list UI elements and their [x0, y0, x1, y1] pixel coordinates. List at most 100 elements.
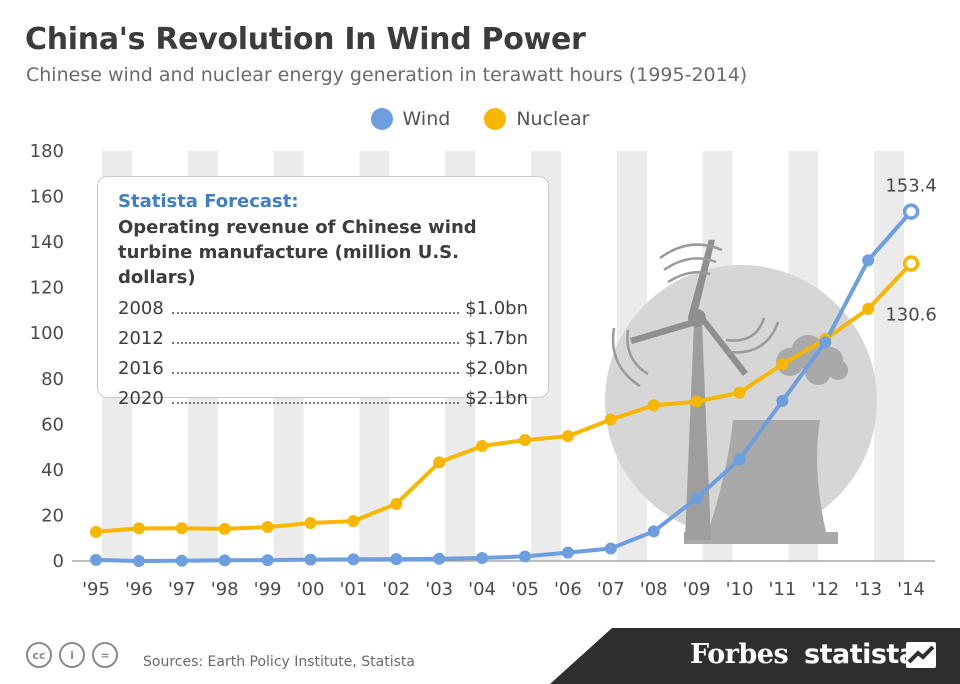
dotted-leader [171, 372, 460, 374]
wind-turbine-icon [611, 239, 780, 540]
forbes-logo[interactable]: Forbes [690, 639, 789, 670]
data-point-nuclear[interactable] [733, 386, 746, 399]
data-point-nuclear[interactable] [261, 521, 274, 534]
data-point-wind[interactable] [690, 492, 703, 505]
data-point-wind[interactable] [90, 553, 102, 566]
x-tick-label: '02 [382, 579, 410, 600]
data-point-nuclear[interactable] [604, 413, 617, 426]
legend-swatch-nuclear [484, 108, 507, 130]
data-point-nuclear[interactable] [862, 302, 875, 315]
x-tick-label: '12 [811, 579, 839, 600]
data-point-wind[interactable] [476, 552, 489, 565]
y-tick-label: 20 [41, 505, 64, 526]
legend-swatch-wind [370, 108, 393, 130]
forecast-heading: Statista Forecast: [118, 191, 299, 212]
brand-band [550, 628, 960, 684]
data-point-wind[interactable] [304, 553, 317, 566]
data-point-nuclear[interactable] [647, 399, 660, 412]
forecast-row: 2012 $1.7bn [118, 324, 528, 354]
x-tick-label: '00 [297, 579, 325, 600]
data-point-wind[interactable] [776, 394, 789, 407]
chart-title: China's Revolution In Wind Power [25, 22, 586, 57]
y-tick-label: 80 [41, 369, 64, 390]
data-point-wind[interactable] [519, 550, 531, 563]
end-labels: 153.4 130.6 [885, 176, 937, 326]
forecast-row: 2020 $2.1bn [118, 384, 528, 414]
series-lines [95, 210, 913, 563]
forecast-value: $2.1bn [465, 388, 528, 409]
x-tick-label: '10 [726, 579, 754, 600]
series-points [90, 203, 920, 567]
y-tick-label: 40 [41, 460, 64, 481]
y-axis: 0 20 40 60 80 100 120 140 160 180 [30, 141, 64, 572]
source-note: Sources: Earth Policy Institute, Statist… [143, 654, 415, 670]
x-tick-label: '05 [511, 579, 539, 600]
data-point-nuclear[interactable] [690, 395, 703, 408]
creative-commons-icon[interactable]: cc [26, 642, 52, 668]
attribution-icon[interactable]: i [59, 642, 85, 668]
x-tick-label: '14 [897, 579, 925, 600]
data-point-wind[interactable] [132, 555, 145, 567]
data-point-nuclear[interactable] [519, 434, 531, 447]
end-label-wind: 153.4 [885, 176, 937, 197]
forecast-row: 2016 $2.0bn [118, 354, 528, 384]
data-point-nuclear[interactable] [347, 515, 360, 528]
data-point-nuclear[interactable] [90, 525, 102, 538]
x-tick-label: '07 [597, 579, 625, 600]
data-point-wind[interactable] [561, 546, 574, 559]
data-point-nuclear[interactable] [175, 522, 188, 535]
data-point-nuclear[interactable] [304, 516, 317, 529]
forecast-description-line1: Operating revenue of Chinese wind [118, 217, 477, 238]
data-point-nuclear[interactable] [776, 358, 789, 371]
y-tick-label: 100 [30, 323, 64, 344]
data-point-nuclear[interactable] [390, 497, 403, 510]
data-point-nuclear[interactable] [218, 522, 231, 535]
forecast-year: 2012 [118, 328, 164, 349]
cooling-tower-icon [684, 420, 838, 544]
no-derivatives-icon[interactable]: = [92, 642, 118, 668]
data-point-wind[interactable] [819, 336, 832, 349]
data-point-nuclear[interactable] [476, 439, 489, 452]
data-point-wind[interactable] [390, 553, 403, 566]
data-point-wind[interactable] [647, 525, 660, 538]
x-tick-label: '98 [211, 579, 239, 600]
data-point-wind[interactable] [175, 554, 188, 567]
data-point-wind[interactable] [433, 552, 446, 565]
x-tick-label: '06 [554, 579, 582, 600]
y-tick-label: 0 [53, 551, 64, 572]
y-tick-label: 120 [30, 278, 64, 299]
data-point-nuclear[interactable] [902, 255, 920, 272]
series-line-nuclear [95, 262, 913, 534]
x-tick-label: '99 [254, 579, 282, 600]
column-stripe [874, 151, 905, 561]
x-tick-label: '95 [82, 579, 110, 600]
data-point-nuclear[interactable] [433, 456, 446, 469]
x-tick-label: '01 [339, 579, 367, 600]
data-point-wind[interactable] [733, 453, 746, 466]
y-tick-label: 140 [30, 232, 64, 253]
data-point-nuclear[interactable] [561, 430, 574, 443]
chart-subtitle: Chinese wind and nuclear energy generati… [26, 64, 748, 86]
x-tick-label: '08 [640, 579, 668, 600]
x-tick-label: '11 [768, 579, 796, 600]
data-point-wind[interactable] [862, 254, 875, 267]
forecast-year: 2008 [118, 298, 164, 319]
x-tick-label: '03 [425, 579, 453, 600]
forecast-description-line2: turbine manufacture (million U.S. dollar… [118, 242, 459, 288]
data-point-nuclear[interactable] [132, 522, 145, 535]
license-icons: cc i = [26, 642, 118, 668]
data-point-wind[interactable] [347, 553, 360, 566]
x-axis: '95 '96 '97 '98 '99 '00 '01 '02 '03 '04 '05 '06 '07 '… [82, 579, 925, 600]
legend-label-wind: Wind [402, 108, 451, 130]
legend: Wind Nuclear [0, 108, 960, 130]
data-point-wind[interactable] [604, 542, 617, 555]
forecast-value: $2.0bn [465, 358, 528, 379]
data-point-wind[interactable] [261, 554, 274, 567]
data-point-wind[interactable] [218, 554, 231, 567]
forecast-value: $1.7bn [465, 328, 528, 349]
x-tick-label: '96 [125, 579, 153, 600]
end-label-nuclear: 130.6 [885, 305, 937, 326]
data-point-wind[interactable] [902, 203, 920, 220]
legend-item-nuclear: Nuclear [484, 108, 589, 130]
statista-logo[interactable]: statista [804, 639, 917, 670]
